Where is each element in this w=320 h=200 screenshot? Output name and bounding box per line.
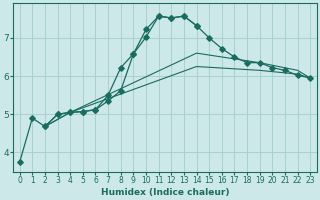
X-axis label: Humidex (Indice chaleur): Humidex (Indice chaleur) — [101, 188, 229, 197]
